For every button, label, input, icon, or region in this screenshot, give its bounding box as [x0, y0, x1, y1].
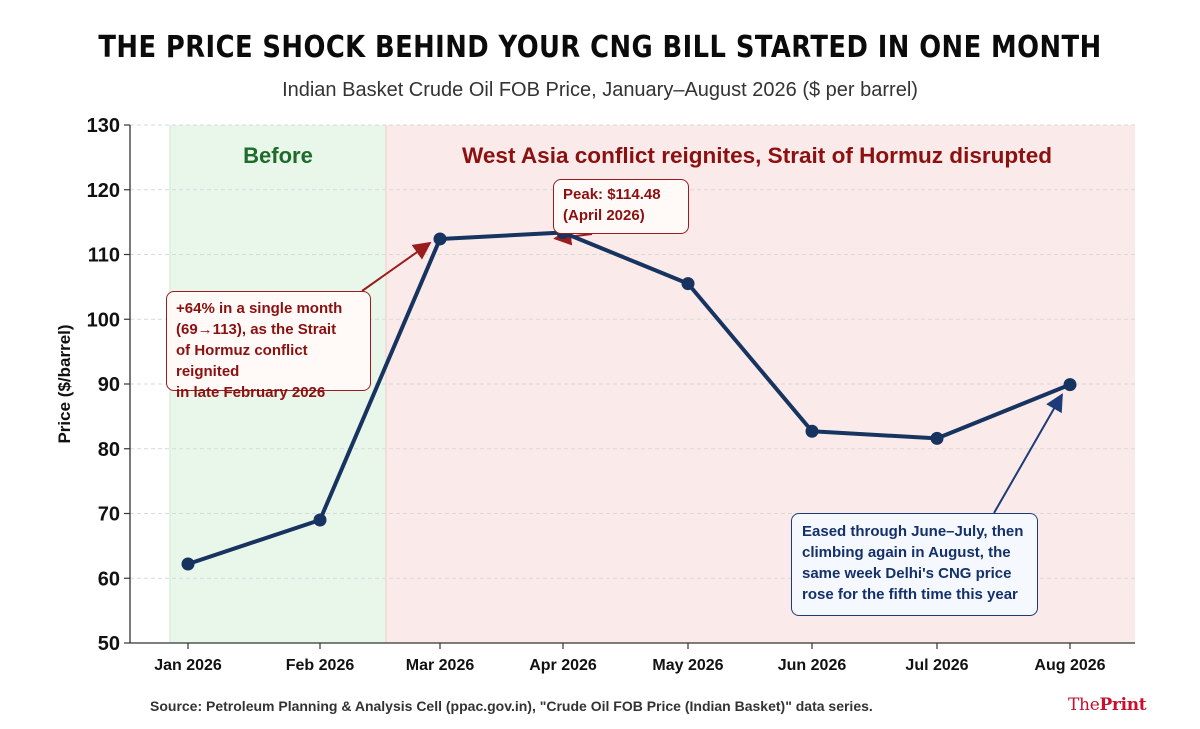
callout-line: Peak: $114.48	[563, 186, 661, 203]
callout-line: of Hormuz conflict reignited	[176, 342, 308, 380]
theprint-logo: ThePrint	[1068, 695, 1147, 715]
annotation-arrow	[993, 393, 1063, 514]
y-tick-label: 90	[98, 374, 120, 396]
callout-line: Eased through June–July, then	[802, 523, 1024, 540]
y-tick-label: 130	[87, 115, 120, 137]
y-tick-label: 60	[98, 568, 120, 590]
x-tick-label: Jan 2026	[154, 657, 222, 674]
x-tick-label: Jun 2026	[778, 657, 847, 674]
data-point-jun-2026	[805, 424, 819, 438]
x-tick-label: May 2026	[652, 657, 723, 674]
callout-line: in late February 2026	[176, 384, 326, 401]
x-tick-label: Feb 2026	[286, 657, 355, 674]
region-label: Before	[243, 143, 313, 168]
chart-subtitle: Indian Basket Crude Oil FOB Price, Janua…	[282, 79, 918, 101]
data-point-may-2026	[681, 277, 695, 291]
annotation-arrow	[361, 241, 432, 292]
data-point-mar-2026	[433, 232, 447, 246]
ease-callout: Eased through June–July, then climbing a…	[791, 513, 1038, 616]
chart-title: THE PRICE SHOCK BEHIND YOUR CNG BILL STA…	[98, 30, 1102, 65]
callout-line: (April 2026)	[563, 207, 645, 224]
x-tick-label: Aug 2026	[1034, 657, 1105, 674]
series-line	[186, 230, 1072, 567]
callout-line: +64% in a single month	[176, 300, 343, 317]
axes: 50 60 70 80 90 100 110 120 130 Jan 2026 Feb 2026 Ma…	[55, 115, 1135, 674]
jump-callout: +64% in a single month (69→113), as the …	[166, 291, 371, 401]
y-tick-label: 120	[87, 180, 120, 202]
callout-line: same week Delhi's CNG price	[802, 565, 1012, 582]
y-tick-label: 80	[98, 439, 120, 461]
data-point-jul-2026	[930, 431, 944, 445]
x-tick-label: Jul 2026	[905, 657, 968, 674]
x-tick-label: Apr 2026	[529, 657, 597, 674]
y-axis-label: Price ($/barrel)	[55, 324, 74, 443]
y-tick-label: 70	[98, 504, 120, 526]
source-note: Source: Petroleum Planning & Analysis Ce…	[150, 698, 873, 714]
region-label: West Asia conflict reignites, Strait of …	[462, 143, 1052, 168]
data-point-aug-2026	[1063, 378, 1077, 392]
callout-line: rose for the fifth time this year	[802, 586, 1018, 603]
y-tick-label: 50	[98, 633, 120, 655]
callout-line: climbing again in August, the	[802, 544, 1011, 561]
peak-callout: Peak: $114.48 (April 2026)	[553, 179, 689, 234]
data-point-jan-2026	[181, 557, 195, 571]
y-tick-label: 100	[87, 309, 120, 331]
y-tick-label: 110	[88, 245, 120, 267]
data-point-feb-2026	[313, 513, 327, 527]
x-tick-label: Mar 2026	[406, 657, 475, 674]
callout-line: (69→113), as the Strait	[176, 321, 337, 338]
